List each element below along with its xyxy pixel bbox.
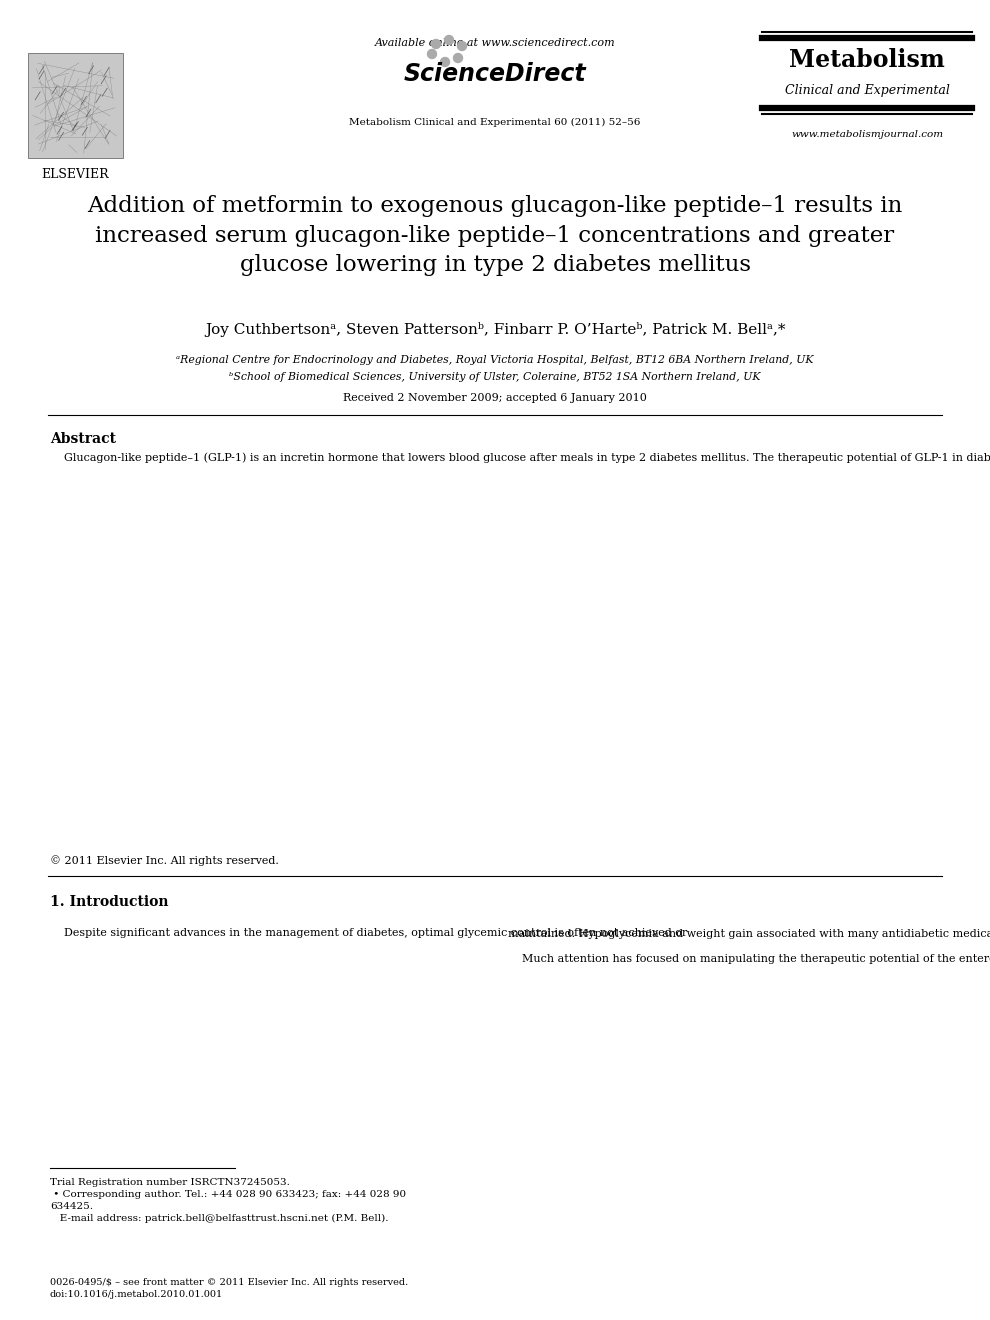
Text: Received 2 November 2009; accepted 6 January 2010: Received 2 November 2009; accepted 6 Jan…: [344, 393, 646, 403]
Text: 1. Introduction: 1. Introduction: [50, 895, 168, 909]
Circle shape: [441, 58, 449, 66]
Text: Glucagon-like peptide–1 (GLP-1) is an incretin hormone that lowers blood glucose: Glucagon-like peptide–1 (GLP-1) is an in…: [50, 451, 990, 462]
Bar: [28, 53, 123, 158]
Text: Clinical and Experimental: Clinical and Experimental: [784, 84, 949, 96]
Text: Addition of metformin to exogenous glucagon-like peptide–1 results in
increased : Addition of metformin to exogenous gluca…: [87, 195, 903, 276]
Circle shape: [457, 41, 466, 50]
Text: 0026-0495/$ – see front matter © 2011 Elsevier Inc. All rights reserved.
doi:10.: 0026-0495/$ – see front matter © 2011 El…: [50, 1278, 408, 1299]
Text: Trial Registration number ISRCTN37245053.
 • Corresponding author. Tel.: +44 028: Trial Registration number ISRCTN37245053…: [50, 1177, 406, 1222]
Circle shape: [428, 49, 437, 58]
Circle shape: [445, 36, 453, 45]
Text: Abstract: Abstract: [50, 432, 116, 446]
Text: ScienceDirect: ScienceDirect: [404, 62, 586, 86]
Circle shape: [453, 54, 462, 62]
Text: www.metabolismjournal.com: www.metabolismjournal.com: [791, 129, 943, 139]
Text: © 2011 Elsevier Inc. All rights reserved.: © 2011 Elsevier Inc. All rights reserved…: [50, 855, 279, 866]
Text: Metabolism Clinical and Experimental 60 (2011) 52–56: Metabolism Clinical and Experimental 60 …: [349, 117, 641, 127]
Text: maintained. Hypoglycemia and weight gain associated with many antidiabetic medic: maintained. Hypoglycemia and weight gain…: [508, 928, 990, 964]
Text: Joy Cuthbertsonᵃ, Steven Pattersonᵇ, Finbarr P. O’Harteᵇ, Patrick M. Bellᵃ,*: Joy Cuthbertsonᵃ, Steven Pattersonᵇ, Fin…: [205, 322, 785, 337]
Text: ᵃRegional Centre for Endocrinology and Diabetes, Royal Victoria Hospital, Belfas: ᵃRegional Centre for Endocrinology and D…: [176, 355, 814, 366]
Text: ELSEVIER: ELSEVIER: [42, 168, 109, 181]
Circle shape: [432, 40, 441, 49]
Text: Available online at www.sciencedirect.com: Available online at www.sciencedirect.co…: [374, 38, 616, 48]
Text: Despite significant advances in the management of diabetes, optimal glycemic con: Despite significant advances in the mana…: [50, 928, 687, 939]
Text: Metabolism: Metabolism: [789, 48, 944, 73]
Text: ᵇSchool of Biomedical Sciences, University of Ulster, Coleraine, BT52 1SA Northe: ᵇSchool of Biomedical Sciences, Universi…: [230, 372, 760, 381]
